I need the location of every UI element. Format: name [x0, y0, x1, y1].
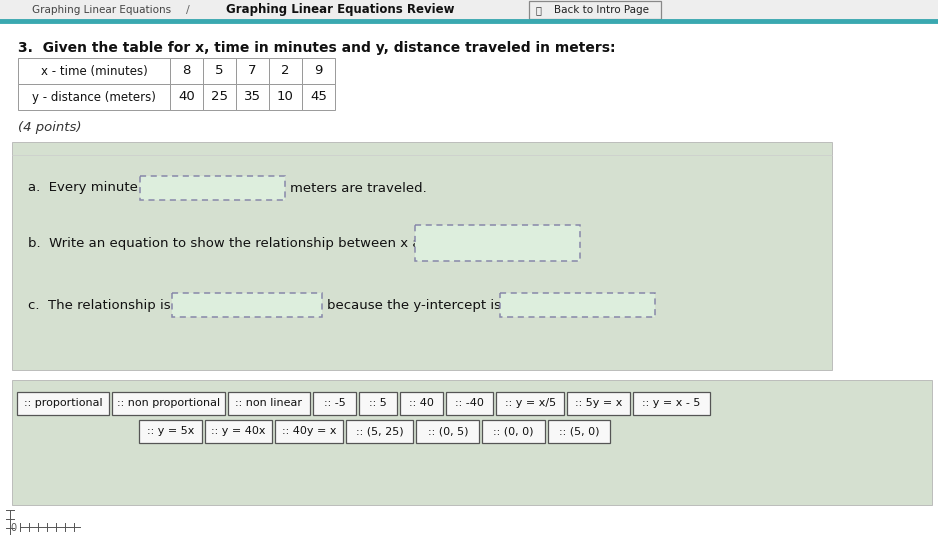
Text: :: 5: :: 5 — [369, 399, 386, 409]
FancyBboxPatch shape — [0, 23, 938, 535]
FancyBboxPatch shape — [529, 1, 661, 19]
FancyBboxPatch shape — [446, 392, 493, 415]
FancyBboxPatch shape — [482, 420, 545, 443]
Text: y - distance (meters): y - distance (meters) — [32, 90, 156, 103]
FancyBboxPatch shape — [17, 392, 110, 415]
FancyBboxPatch shape — [203, 84, 236, 110]
Text: 45: 45 — [310, 90, 327, 103]
FancyBboxPatch shape — [269, 58, 302, 84]
FancyBboxPatch shape — [416, 420, 479, 443]
FancyBboxPatch shape — [302, 84, 335, 110]
Text: 7: 7 — [249, 65, 257, 78]
Text: Graphing Linear Equations Review: Graphing Linear Equations Review — [226, 4, 454, 17]
FancyBboxPatch shape — [346, 420, 414, 443]
Text: Back to Intro Page: Back to Intro Page — [553, 5, 648, 15]
Text: :: (0, 0): :: (0, 0) — [493, 426, 534, 437]
Text: 5: 5 — [215, 65, 224, 78]
FancyBboxPatch shape — [18, 84, 170, 110]
FancyBboxPatch shape — [275, 420, 343, 443]
FancyBboxPatch shape — [302, 58, 335, 84]
FancyBboxPatch shape — [204, 420, 272, 443]
Text: 40: 40 — [178, 90, 195, 103]
Text: :: y = 40x: :: y = 40x — [211, 426, 265, 437]
FancyBboxPatch shape — [313, 392, 356, 415]
Text: :: y = x/5: :: y = x/5 — [505, 399, 555, 409]
FancyBboxPatch shape — [400, 392, 443, 415]
FancyBboxPatch shape — [170, 84, 203, 110]
FancyBboxPatch shape — [12, 142, 832, 370]
Text: 8: 8 — [182, 65, 190, 78]
FancyBboxPatch shape — [113, 392, 224, 415]
Text: :: 5y = x: :: 5y = x — [575, 399, 622, 409]
Text: x - time (minutes): x - time (minutes) — [40, 65, 147, 78]
FancyBboxPatch shape — [203, 58, 236, 84]
Text: meters are traveled.: meters are traveled. — [290, 181, 427, 195]
Text: :: proportional: :: proportional — [23, 399, 102, 409]
Text: /: / — [186, 5, 189, 15]
FancyBboxPatch shape — [140, 176, 285, 200]
Text: 3.  Given the table for x, time in minutes and y, distance traveled in meters:: 3. Given the table for x, time in minute… — [18, 41, 615, 55]
Text: :: non proportional: :: non proportional — [117, 399, 220, 409]
Text: 10: 10 — [277, 90, 294, 103]
Text: ⧉: ⧉ — [536, 5, 542, 15]
Text: :: non linear: :: non linear — [235, 399, 302, 409]
Text: :: (0, 5): :: (0, 5) — [428, 426, 468, 437]
Text: :: y = x - 5: :: y = x - 5 — [643, 399, 701, 409]
Text: Graphing Linear Equations: Graphing Linear Equations — [33, 5, 172, 15]
Text: 0: 0 — [10, 523, 16, 533]
FancyBboxPatch shape — [236, 84, 269, 110]
FancyBboxPatch shape — [228, 392, 310, 415]
Text: 9: 9 — [314, 65, 323, 78]
Text: (4 points): (4 points) — [18, 121, 82, 134]
FancyBboxPatch shape — [567, 392, 629, 415]
FancyBboxPatch shape — [139, 420, 202, 443]
FancyBboxPatch shape — [236, 58, 269, 84]
FancyBboxPatch shape — [632, 392, 710, 415]
Text: a.  Every minute: a. Every minute — [28, 181, 138, 195]
FancyBboxPatch shape — [18, 58, 170, 84]
FancyBboxPatch shape — [500, 293, 655, 317]
FancyBboxPatch shape — [0, 0, 938, 20]
FancyBboxPatch shape — [170, 58, 203, 84]
Text: :: -5: :: -5 — [324, 399, 345, 409]
Text: :: 40y = x: :: 40y = x — [281, 426, 337, 437]
Text: :: 40: :: 40 — [409, 399, 433, 409]
Text: b.  Write an equation to show the relationship between x and y.: b. Write an equation to show the relatio… — [28, 236, 452, 249]
Text: 25: 25 — [211, 90, 228, 103]
Text: because the y-intercept is: because the y-intercept is — [327, 299, 501, 311]
Text: :: (5, 25): :: (5, 25) — [356, 426, 403, 437]
Text: 35: 35 — [244, 90, 261, 103]
Text: :: y = 5x: :: y = 5x — [146, 426, 194, 437]
FancyBboxPatch shape — [12, 380, 932, 505]
FancyBboxPatch shape — [496, 392, 564, 415]
FancyBboxPatch shape — [548, 420, 611, 443]
FancyBboxPatch shape — [269, 84, 302, 110]
Text: c.  The relationship is: c. The relationship is — [28, 299, 171, 311]
FancyBboxPatch shape — [415, 225, 580, 261]
FancyBboxPatch shape — [172, 293, 322, 317]
Text: 2: 2 — [281, 65, 290, 78]
Text: :: (5, 0): :: (5, 0) — [559, 426, 599, 437]
FancyBboxPatch shape — [359, 392, 397, 415]
Text: :: -40: :: -40 — [455, 399, 484, 409]
